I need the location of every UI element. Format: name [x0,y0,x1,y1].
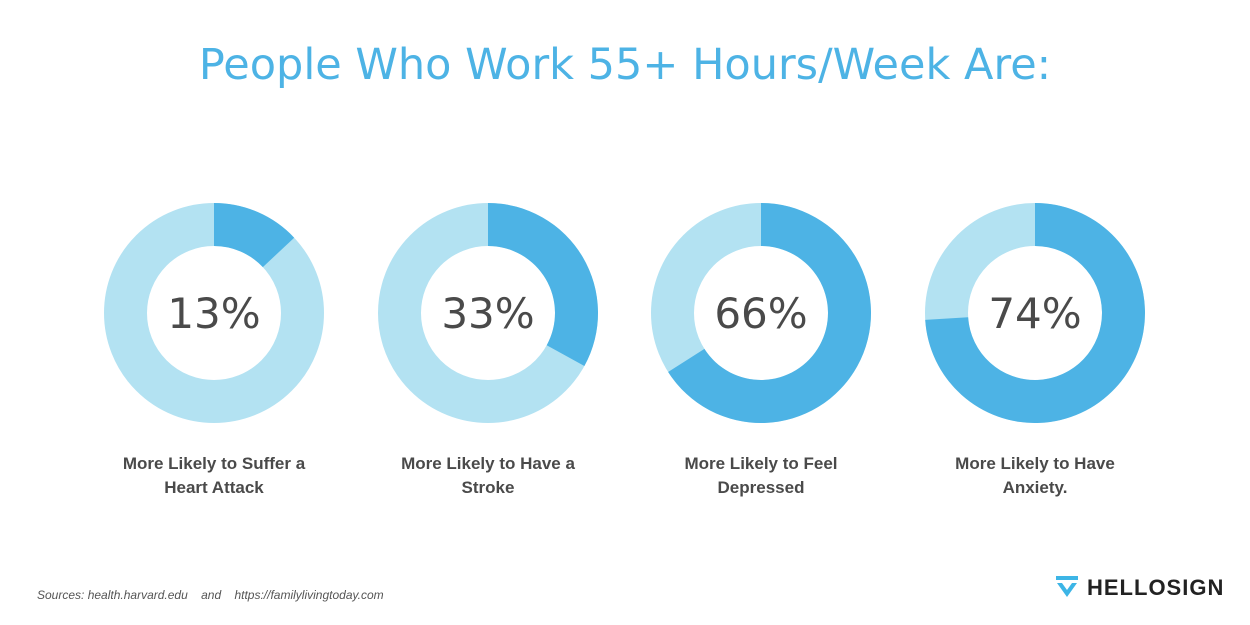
donut-label-1: More Likely to Suffer a Heart Attack [94,452,334,500]
donut-value-2: 33% [441,288,535,338]
donut-value-4: 74% [988,288,1082,338]
donut-label-3-line2: Depressed [717,478,805,497]
donut-value-3: 66% [714,288,808,338]
donut-label-2-line1: More Likely to Have a [401,454,575,473]
logo-text: HELLOSIGN [1087,575,1225,600]
donut-svg-3 [651,203,871,423]
donut-label-4: More Likely to Have Anxiety. [915,452,1155,500]
donut-slice-1 [214,203,295,268]
donut-label-1-line2: Heart Attack [164,478,264,497]
donut-chart-1: 13% [104,203,324,423]
donut-label-1-line1: More Likely to Suffer a [122,454,306,473]
hellosign-logo: HELLOSIGN [1055,574,1224,602]
donut-label-2: More Likely to Have a Stroke [368,452,608,500]
donut-slice-2 [488,203,598,366]
donut-svg-4 [925,203,1145,423]
donut-svg-2 [378,203,598,423]
donut-value-1: 13% [167,288,261,338]
chart-title: People Who Work 55+ Hours/Week Are: [198,40,1052,90]
donut-label-4-line1: More Likely to Have [955,454,1115,473]
donut-label-3-line1: More Likely to Feel [684,454,838,473]
donut-chart-3: 66% [651,203,871,423]
donut-slice-4 [925,203,1145,423]
donut-label-3: More Likely to Feel Depressed [641,452,881,500]
donut-chart-2: 33% [378,203,598,423]
hellosign-check-logo-icon [1056,576,1078,597]
donut-svg-1 [104,203,324,423]
sources-note: Sources: health.harvard.edu and https://… [37,588,384,602]
donut-slice-3 [668,203,871,423]
donut-label-2-line2: Stroke [461,478,515,497]
donut-chart-4: 74% [925,203,1145,423]
donut-label-4-line2: Anxiety. [1002,478,1068,497]
